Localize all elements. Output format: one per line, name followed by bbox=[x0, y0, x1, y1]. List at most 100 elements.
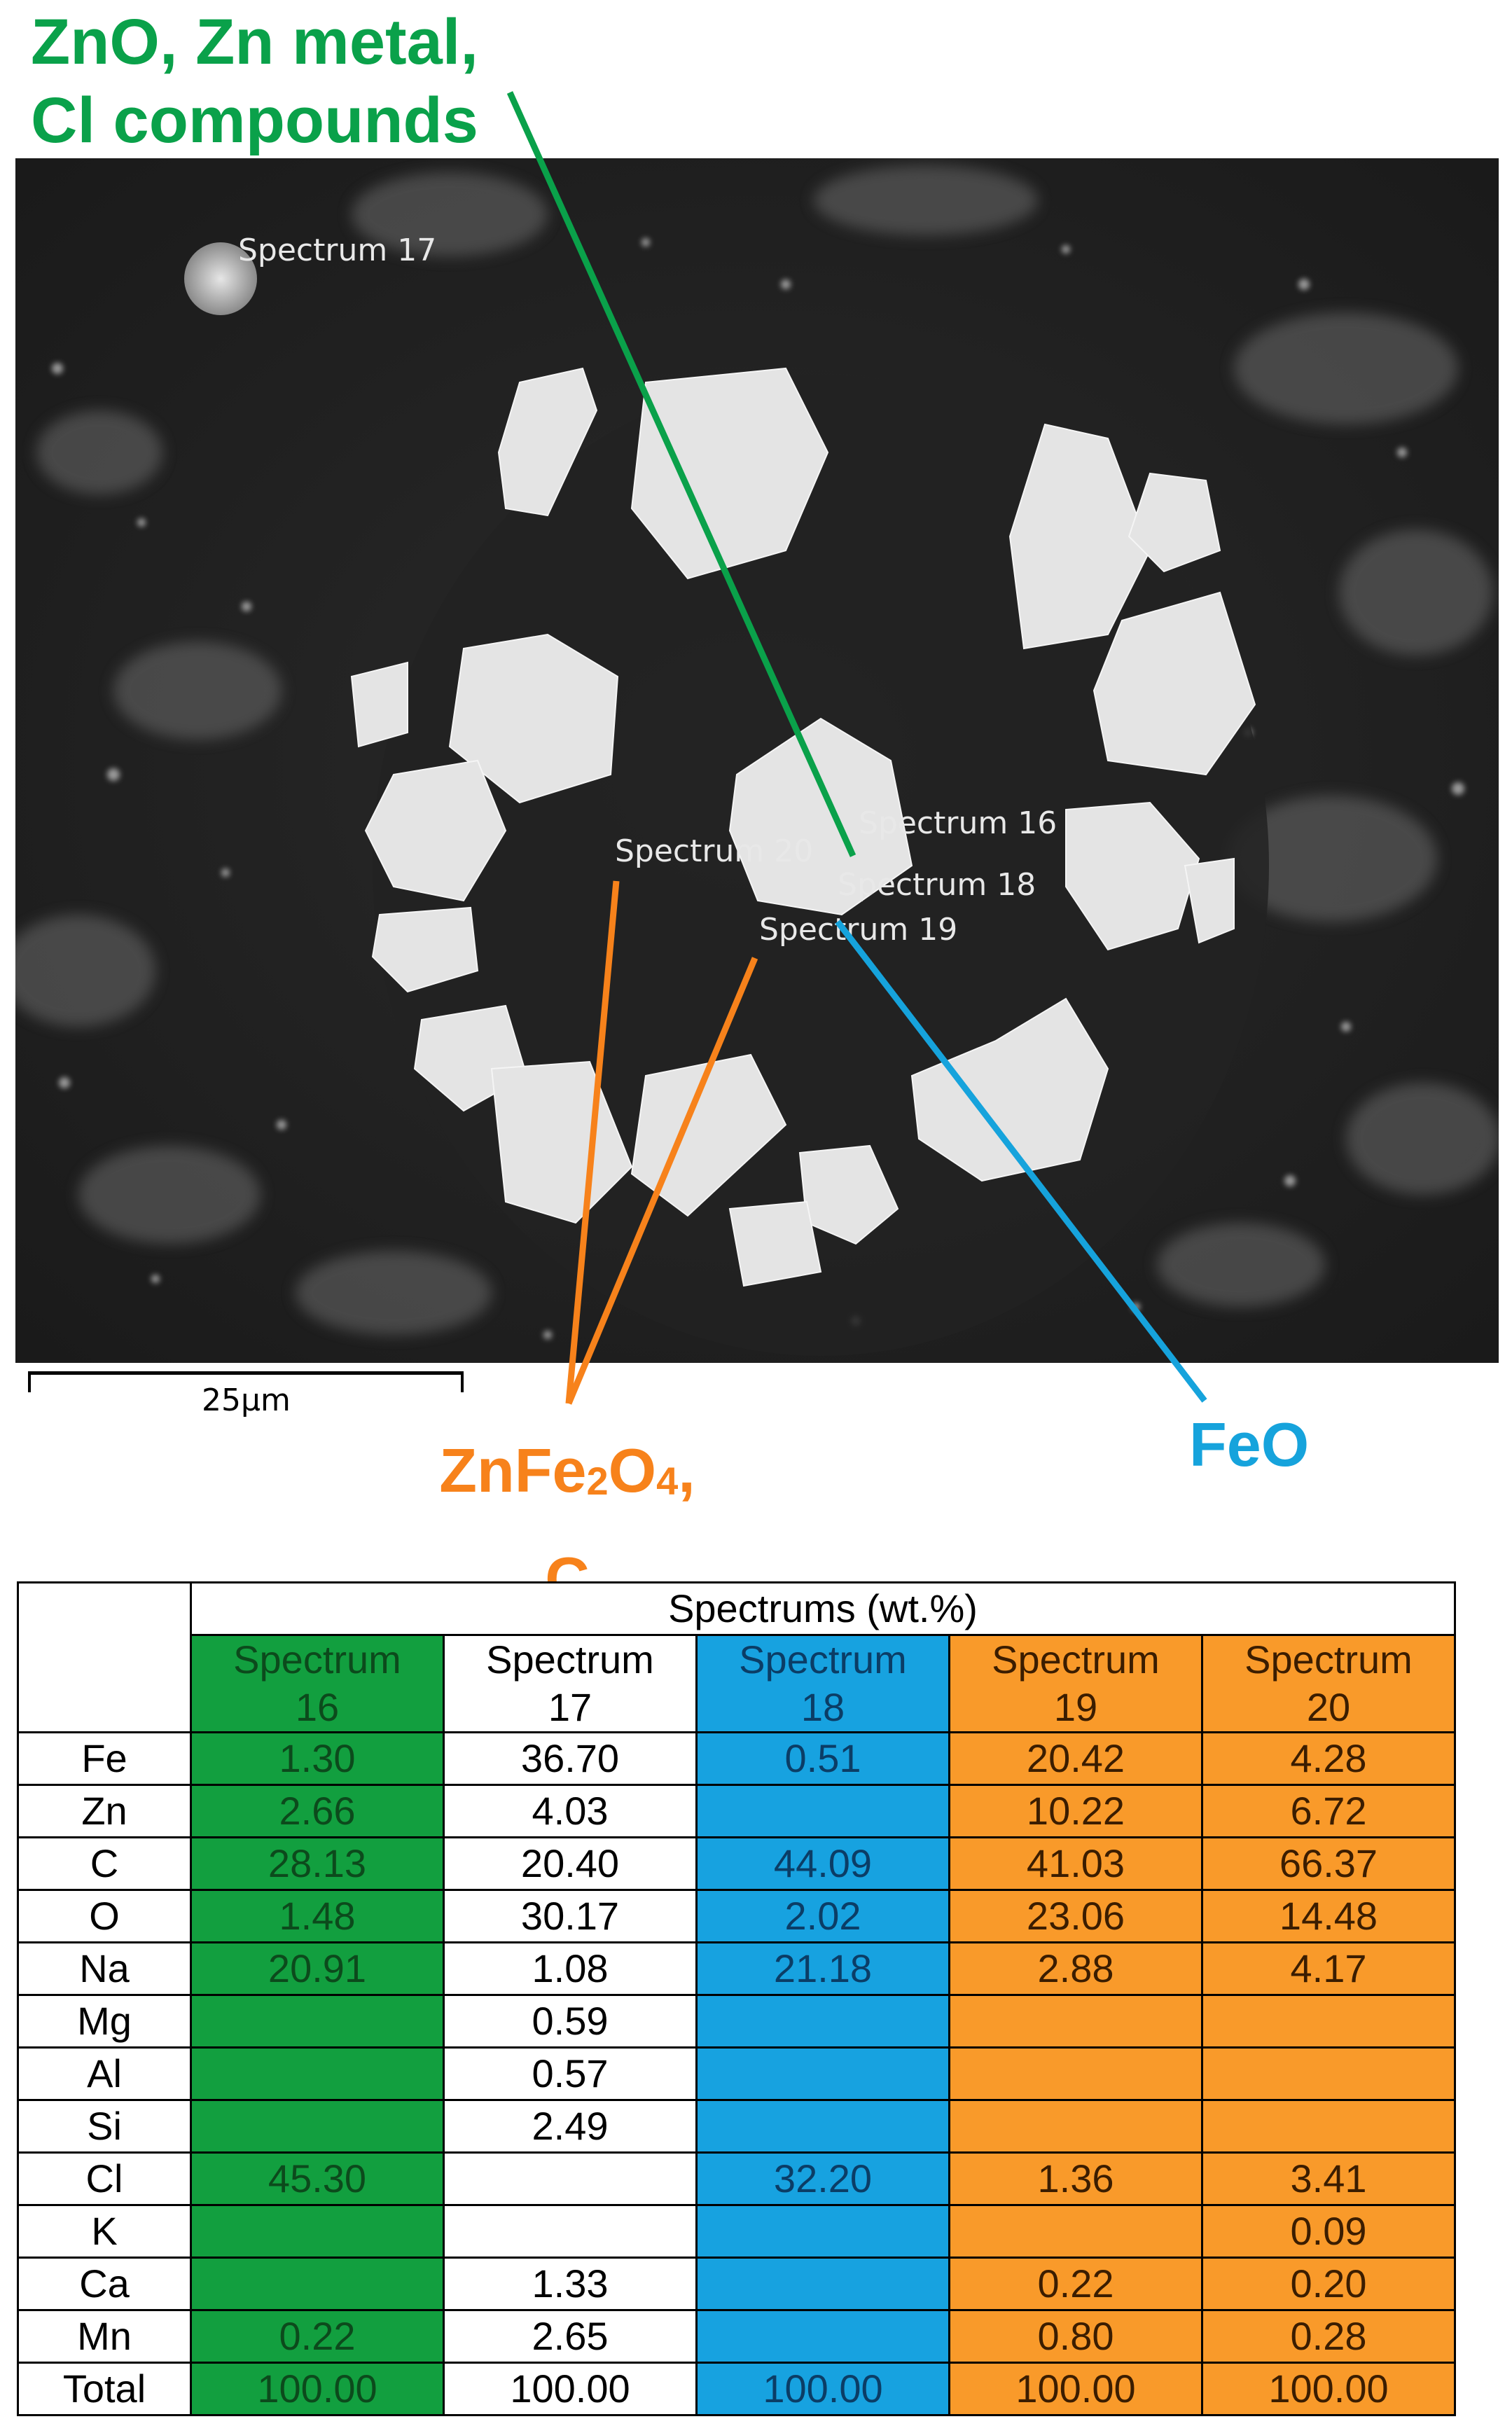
table-row: Si 2.49 bbox=[17, 2099, 1456, 2154]
column-header-spectrum-20: Spectrum 20 bbox=[1201, 1634, 1456, 1733]
table-row: Cl 45.30 32.20 1.36 3.41 bbox=[17, 2151, 1456, 2206]
table-cell: 20.91 bbox=[190, 1941, 445, 1996]
table-row: Fe 1.30 36.70 0.51 20.42 4.28 bbox=[17, 1731, 1456, 1786]
table-row: Mn 0.22 2.65 0.80 0.28 bbox=[17, 2309, 1456, 2364]
table-group-header: Spectrums (wt.%) bbox=[190, 1581, 1456, 1636]
table-cell: 66.37 bbox=[1201, 1836, 1456, 1891]
table-cell: 20.42 bbox=[948, 1731, 1203, 1786]
formula-part-o: O bbox=[608, 1436, 657, 1505]
leader-lines bbox=[506, 91, 1207, 1405]
table-cell: 0.28 bbox=[1201, 2309, 1456, 2364]
formula-subscript-2: 2 bbox=[586, 1459, 609, 1503]
table-cell: 1.33 bbox=[443, 2257, 698, 2311]
table-cell: 30.17 bbox=[443, 1889, 698, 1943]
table-cell: 41.03 bbox=[948, 1836, 1203, 1891]
table-row: Mg 0.59 bbox=[17, 1994, 1456, 2049]
table-cell bbox=[190, 2046, 445, 2101]
table-cell bbox=[443, 2204, 698, 2259]
table-cell: 23.06 bbox=[948, 1889, 1203, 1943]
formula-part-znfe: ZnFe bbox=[439, 1436, 587, 1505]
callout-orange-line1: ZnFe2O4, bbox=[413, 1422, 721, 1530]
label-spectrum-19: Spectrum 19 bbox=[759, 912, 958, 948]
table-cell bbox=[695, 2309, 950, 2364]
table-cell: 28.13 bbox=[190, 1836, 445, 1891]
table-cell: 4.17 bbox=[1201, 1941, 1456, 1996]
table-cell: 1.36 bbox=[948, 2151, 1203, 2206]
table-cell: 4.28 bbox=[1201, 1731, 1456, 1786]
table-cell bbox=[695, 2046, 950, 2101]
table-cell bbox=[948, 1994, 1203, 2049]
table-cell: 36.70 bbox=[443, 1731, 698, 1786]
table-cell: 20.40 bbox=[443, 1836, 698, 1891]
table-cell: 32.20 bbox=[695, 2151, 950, 2206]
leader-orange-20 bbox=[565, 880, 620, 1404]
table-cell bbox=[443, 2151, 698, 2206]
table-cell bbox=[190, 2257, 445, 2311]
table-cell bbox=[190, 2204, 445, 2259]
table-cell: 100.00 bbox=[948, 2362, 1203, 2416]
table-group-header-row: Spectrums (wt.%) bbox=[17, 1581, 1456, 1733]
table-cell: 100.00 bbox=[443, 2362, 698, 2416]
table-cell: 100.00 bbox=[1201, 2362, 1456, 2416]
column-header-line1: Spectrum bbox=[486, 1637, 654, 1682]
table-cell: 44.09 bbox=[695, 1836, 950, 1891]
table-cell: 0.20 bbox=[1201, 2257, 1456, 2311]
table-row: C 28.13 20.40 44.09 41.03 66.37 bbox=[17, 1836, 1456, 1891]
table-cell bbox=[1201, 2046, 1456, 2101]
table-cell bbox=[695, 2204, 950, 2259]
table-cell: 2.66 bbox=[190, 1784, 445, 1838]
row-label-element: Cl bbox=[17, 2151, 192, 2206]
table-cell: 1.08 bbox=[443, 1941, 698, 1996]
table-cell: 1.48 bbox=[190, 1889, 445, 1943]
table-cell: 100.00 bbox=[695, 2362, 950, 2416]
table-cell: 45.30 bbox=[190, 2151, 445, 2206]
callout-green-line1: ZnO, Zn metal, bbox=[31, 6, 478, 78]
table-cell: 2.02 bbox=[695, 1889, 950, 1943]
composition-table: Spectrums (wt.%) Spectrum 16 Spectrum 17 Spe… bbox=[17, 1581, 1456, 2416]
row-label-element: Si bbox=[17, 2099, 192, 2154]
table-cell bbox=[695, 1994, 950, 2049]
table-cell: 2.49 bbox=[443, 2099, 698, 2154]
table-row: Total 100.00 100.00 100.00 100.00 100.00 bbox=[17, 2362, 1456, 2416]
row-label-element: Mn bbox=[17, 2309, 192, 2364]
table-cell bbox=[695, 2099, 950, 2154]
column-header-line2: 18 bbox=[800, 1685, 845, 1729]
column-header-spectrum-18: Spectrum 18 bbox=[695, 1634, 950, 1733]
table-cell: 21.18 bbox=[695, 1941, 950, 1996]
table-cell: 0.80 bbox=[948, 2309, 1203, 2364]
row-label-element: C bbox=[17, 1836, 192, 1891]
table-cell bbox=[695, 2257, 950, 2311]
column-header-line2: 20 bbox=[1306, 1685, 1351, 1729]
leader-orange-19 bbox=[565, 957, 758, 1405]
table-cell: 0.57 bbox=[443, 2046, 698, 2101]
scale-bar-label: 25µm bbox=[202, 1382, 291, 1418]
row-label-element: Al bbox=[17, 2046, 192, 2101]
table-cell bbox=[1201, 1994, 1456, 2049]
callout-feo: FeO bbox=[1189, 1410, 1310, 1479]
label-spectrum-18: Spectrum 18 bbox=[838, 867, 1036, 903]
formula-subscript-4: 4 bbox=[656, 1459, 679, 1503]
row-label-element: Mg bbox=[17, 1994, 192, 2049]
row-label-element: Ca bbox=[17, 2257, 192, 2311]
column-header-line2: 16 bbox=[295, 1685, 340, 1729]
table-cell bbox=[190, 2099, 445, 2154]
table-cell bbox=[948, 2046, 1203, 2101]
row-label-element: Fe bbox=[17, 1731, 192, 1786]
column-header-spectrum-17: Spectrum 17 bbox=[443, 1634, 698, 1733]
column-header-spectrum-19: Spectrum 19 bbox=[948, 1634, 1203, 1733]
table-cell: 10.22 bbox=[948, 1784, 1203, 1838]
table-row: O 1.48 30.17 2.02 23.06 14.48 bbox=[17, 1889, 1456, 1943]
callout-green-line2: Cl compounds bbox=[31, 85, 478, 156]
table-cell bbox=[1201, 2099, 1456, 2154]
row-label-element: O bbox=[17, 1889, 192, 1943]
table-row: K 0.09 bbox=[17, 2204, 1456, 2259]
table-cell: 0.09 bbox=[1201, 2204, 1456, 2259]
row-label-element: K bbox=[17, 2204, 192, 2259]
column-header-line1: Spectrum bbox=[739, 1637, 907, 1682]
row-label-element: Total bbox=[17, 2362, 192, 2416]
table-cell bbox=[948, 2204, 1203, 2259]
label-spectrum-17: Spectrum 17 bbox=[238, 233, 437, 268]
table-corner-cell bbox=[17, 1581, 192, 1733]
row-label-element: Na bbox=[17, 1941, 192, 1996]
table-column-header-row: Spectrum 16 Spectrum 17 Spectrum 18 Spectrum 19… bbox=[18, 1634, 1456, 1733]
